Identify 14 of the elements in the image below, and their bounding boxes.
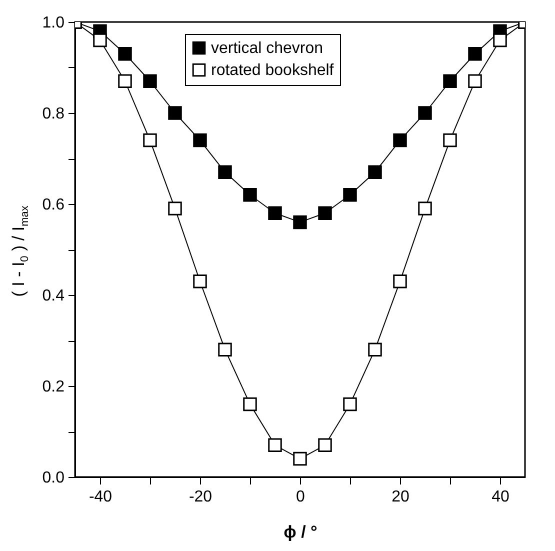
y-tick-label: 0.8	[42, 106, 65, 122]
x-tick-label: 0	[296, 488, 306, 506]
y-tick-label: 1.0	[42, 14, 65, 32]
legend-label: rotated bookshelf	[211, 62, 334, 79]
x-tick-label: 40	[492, 488, 510, 506]
y-tick-label: 0.4	[42, 288, 65, 304]
x-tick-label: -20	[188, 488, 212, 506]
x-tick-label: 20	[392, 488, 410, 506]
y-tick-label: 0.2	[42, 378, 65, 396]
legend-label: vertical chevron	[211, 40, 324, 57]
x-axis-title: ϕ / °	[284, 522, 318, 542]
x-tick-label: -40	[88, 488, 112, 506]
y-tick-label: 0.6	[42, 196, 65, 214]
y-tick-label: 0.0	[42, 470, 65, 486]
